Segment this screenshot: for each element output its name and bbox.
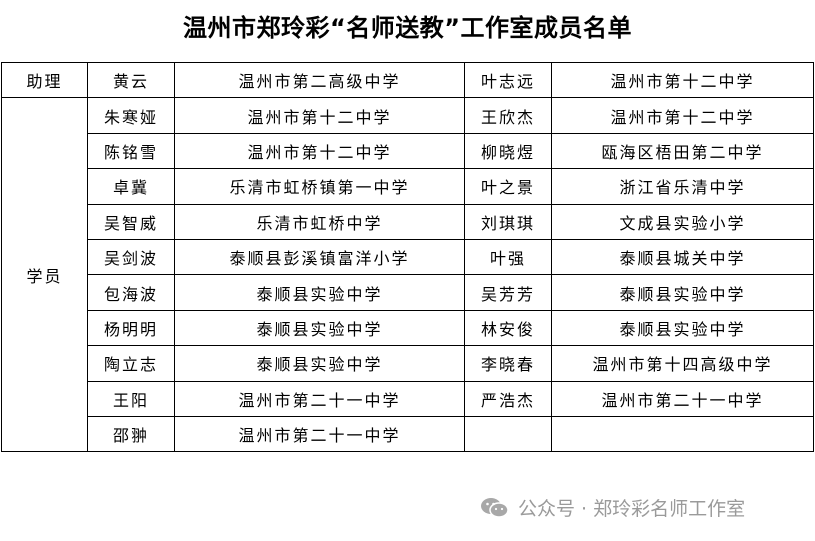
member-name: 严浩杰 (464, 380, 552, 417)
member-school: 温州市第二高级中学 (174, 61, 465, 99)
member-name: 吴剑波 (87, 238, 175, 276)
member-school: 温州市第二十一中学 (551, 380, 814, 417)
watermark: 公众号 · 郑玲彩名师工作室 (480, 494, 745, 521)
table-row: 陶立志 泰顺县实验中学 李晓春 温州市第十四高级中学 (2, 345, 814, 382)
member-name: 包海波 (87, 274, 175, 311)
member-school: 泰顺县实验中学 (551, 309, 814, 347)
wechat-icon (481, 497, 509, 518)
member-name: 黄云 (87, 61, 175, 99)
member-name: 卓冀 (87, 168, 175, 205)
member-school: 温州市第十二中学 (551, 61, 814, 99)
member-name: 王欣杰 (464, 97, 552, 134)
member-school: 文成县实验小学 (551, 203, 814, 240)
member-name: 李晓春 (464, 345, 552, 382)
member-name: 柳晓煜 (464, 132, 552, 170)
member-name: 杨明明 (87, 309, 175, 347)
member-name: 叶强 (464, 238, 552, 276)
table-row: 吴智威 乐清市虹桥中学 刘琪琪 文成县实验小学 (2, 203, 814, 240)
member-school: 温州市第十四高级中学 (551, 345, 814, 382)
table-row: 陈铭雪 温州市第十二中学 柳晓煜 瓯海区梧田第二中学 (2, 132, 814, 170)
watermark-text: 公众号 · 郑玲彩名师工作室 (518, 498, 746, 520)
member-name: 朱寒娅 (87, 97, 175, 134)
member-school: 乐清市虹桥中学 (174, 203, 465, 240)
member-name: 陈铭雪 (87, 132, 175, 170)
member-school: 泰顺县实验中学 (174, 345, 465, 382)
member-name (464, 415, 552, 453)
member-school: 温州市第十二中学 (174, 132, 465, 170)
page-title: 温州市郑玲彩“名师送教”工作室成员名单 (182, 14, 633, 42)
member-name: 王阳 (87, 380, 175, 417)
table-row: 学员 朱寒娅 温州市第十二中学 王欣杰 温州市第十二中学 (1, 97, 814, 453)
table-row: 包海波 泰顺县实验中学 吴芳芳 泰顺县实验中学 (2, 274, 814, 311)
member-school: 泰顺县实验中学 (551, 274, 814, 311)
member-school: 乐清市虹桥镇第一中学 (174, 168, 465, 205)
member-school (551, 415, 814, 453)
member-name: 邵翀 (87, 415, 175, 453)
member-school: 泰顺县实验中学 (174, 274, 465, 311)
role-cell-assistant: 助理 (1, 61, 88, 99)
member-school: 泰顺县城关中学 (551, 238, 814, 276)
member-school: 温州市第十二中学 (551, 97, 814, 134)
member-school: 温州市第二十一中学 (174, 380, 465, 417)
table-row: 杨明明 泰顺县实验中学 林安俊 泰顺县实验中学 (2, 309, 814, 347)
member-table: 助理 黄云 温州市第二高级中学 叶志远 温州市第十二中学 学员 朱寒娅 温州市第十二中学 王欣杰… (1, 61, 814, 453)
table-row: 邵翀 温州市第二十一中学 (2, 415, 814, 453)
member-school: 泰顺县实验中学 (174, 309, 465, 347)
member-school: 瓯海区梧田第二中学 (551, 132, 814, 170)
member-name: 叶之景 (464, 168, 552, 205)
table-row: 吴剑波 泰顺县彭溪镇富洋小学 叶强 泰顺县城关中学 (2, 238, 814, 276)
member-name: 刘琪琪 (464, 203, 552, 240)
member-school: 泰顺县彭溪镇富洋小学 (174, 238, 465, 276)
role-cell-member: 学员 (1, 97, 88, 453)
member-school: 浙江省乐清中学 (551, 168, 814, 205)
member-name: 吴智威 (87, 203, 175, 240)
table-row: 王阳 温州市第二十一中学 严浩杰 温州市第二十一中学 (2, 380, 814, 417)
member-name: 吴芳芳 (464, 274, 552, 311)
member-name: 陶立志 (87, 345, 175, 382)
member-school: 温州市第二十一中学 (174, 415, 465, 453)
table-row: 卓冀 乐清市虹桥镇第一中学 叶之景 浙江省乐清中学 (2, 168, 814, 205)
member-school: 温州市第十二中学 (174, 97, 465, 134)
table-row: 助理 黄云 温州市第二高级中学 叶志远 温州市第十二中学 (1, 61, 814, 99)
member-name: 林安俊 (464, 309, 552, 347)
member-name: 叶志远 (464, 61, 552, 99)
